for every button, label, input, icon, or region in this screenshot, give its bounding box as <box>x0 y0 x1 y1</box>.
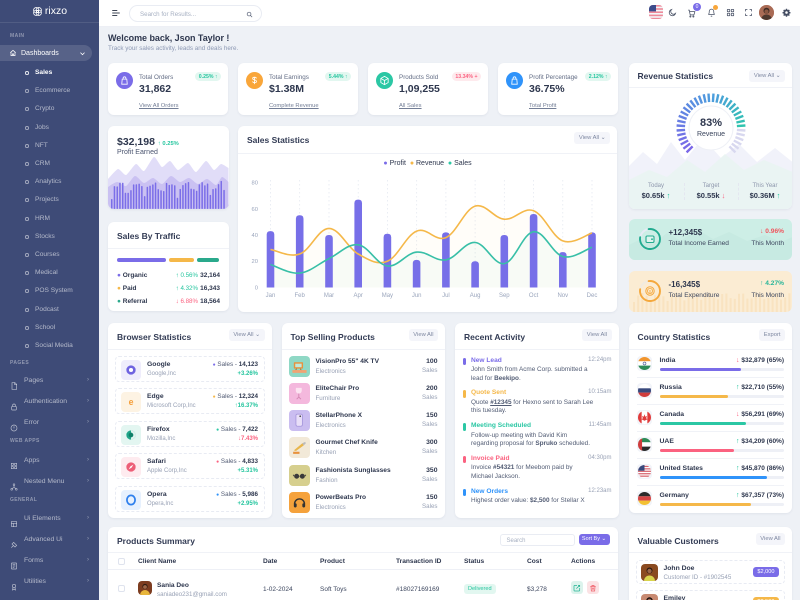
svg-text:Dec: Dec <box>587 293 598 299</box>
svg-text:May: May <box>382 293 393 299</box>
svg-text:Oct: Oct <box>529 293 539 299</box>
svg-text:Revenue: Revenue <box>696 131 724 138</box>
svg-text:Jun: Jun <box>412 293 422 299</box>
svg-text:S: S <box>648 289 651 294</box>
svg-text:20: 20 <box>252 259 258 265</box>
svg-text:Nov: Nov <box>557 293 568 299</box>
svg-text:Feb: Feb <box>295 293 306 299</box>
svg-text:e: e <box>129 397 134 407</box>
svg-text:Sep: Sep <box>499 293 510 299</box>
svg-text:0: 0 <box>255 286 258 292</box>
svg-text:Mar: Mar <box>324 293 334 299</box>
svg-text:40: 40 <box>252 233 258 239</box>
svg-text:Jul: Jul <box>442 293 450 299</box>
svg-text:80: 80 <box>252 181 258 187</box>
svg-text:60: 60 <box>252 207 258 213</box>
svg-text:Apr: Apr <box>354 293 363 299</box>
svg-text:Jan: Jan <box>266 293 276 299</box>
svg-text:83%: 83% <box>699 117 721 129</box>
svg-text:Aug: Aug <box>470 293 481 299</box>
